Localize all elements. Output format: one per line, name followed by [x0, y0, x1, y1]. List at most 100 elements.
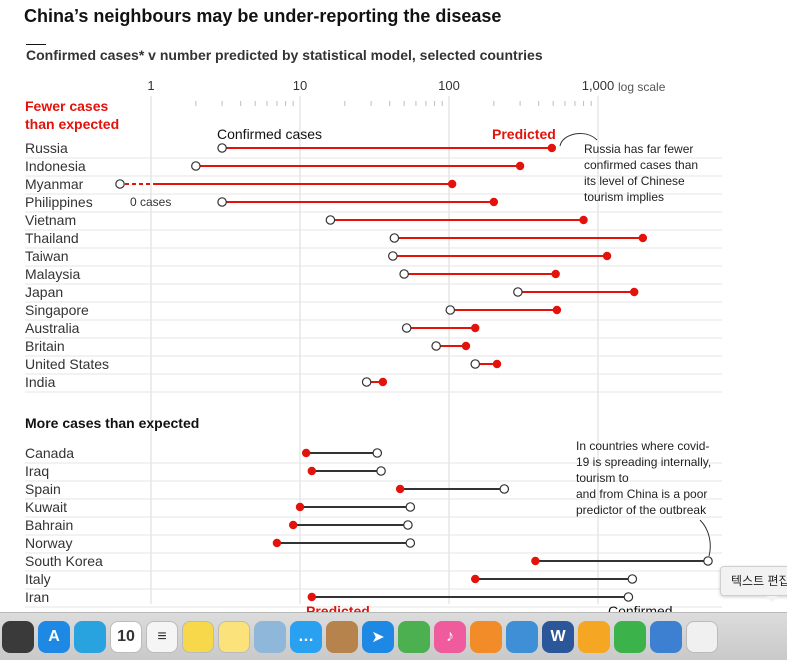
predicted-dot [579, 215, 588, 225]
country-label: Spain [25, 481, 61, 497]
messages-icon[interactable]: … [290, 620, 322, 653]
country-label: Italy [25, 571, 51, 587]
scale-label: log scale [618, 80, 666, 94]
x-tick-label: 100 [438, 78, 460, 93]
country-label: Bahrain [25, 517, 73, 533]
korea-annotation-leader [699, 519, 711, 557]
chart-area: China’s neighbours may be under-reportin… [24, 6, 722, 612]
confirmed-dot [217, 197, 227, 207]
contacts-icon[interactable] [326, 620, 358, 653]
confirmed-dot [623, 592, 634, 602]
country-label: Canada [25, 445, 74, 461]
confirmed-dot [191, 161, 201, 171]
predicted-dot [395, 484, 405, 494]
group-heading-more: More cases than expected [25, 415, 199, 431]
country-label: South Korea [25, 553, 103, 569]
safari-icon[interactable]: ➤ [362, 620, 394, 653]
confirmed-dot [513, 287, 523, 297]
russia-annotation-line: tourism implies [584, 190, 664, 204]
russia-annotation-line: confirmed cases than [584, 158, 698, 172]
country-label: Australia [25, 320, 80, 336]
country-label: Iran [25, 589, 49, 605]
textedit-icon[interactable] [686, 620, 718, 653]
country-label: United States [25, 356, 109, 372]
confirmed-dot [399, 269, 409, 279]
predicted-dot [515, 161, 525, 171]
korea-annotation-line: In countries where covid- [576, 439, 709, 453]
confirmed-dot [325, 215, 336, 225]
preview-icon[interactable] [254, 620, 286, 653]
notes-icon[interactable] [218, 620, 250, 653]
predicted-dot [531, 556, 540, 566]
x-tick-label: 1 [147, 78, 154, 93]
zero-cases-label: 0 cases [130, 195, 171, 209]
chrome-icon[interactable] [398, 620, 430, 653]
x-tick-label: 1,000 [582, 78, 615, 93]
korea-annotation-line: predictor of the outbreak [576, 503, 707, 517]
predicted-dot [461, 341, 471, 351]
confirmed-dot [376, 466, 386, 476]
predicted-dot [272, 538, 282, 548]
predicted-dot [307, 466, 316, 476]
country-label: Kuwait [25, 499, 67, 515]
predicted-dot [471, 323, 480, 333]
ibooks-icon[interactable] [470, 620, 502, 653]
numbers-icon[interactable] [614, 620, 646, 653]
word-icon[interactable]: W [542, 620, 574, 653]
predicted-dot [301, 448, 311, 458]
predicted-dot [638, 233, 648, 243]
country-label: Russia [25, 140, 68, 156]
confirmed-dot [445, 305, 456, 315]
text-edit-tooltip: 텍스트 편집 [720, 566, 787, 596]
confirmed-dot [389, 233, 400, 243]
country-label: Thailand [25, 230, 79, 246]
title-rule [26, 44, 46, 45]
confirmed-dot [217, 143, 227, 153]
confirmed-dot [372, 448, 383, 458]
russia-annotation-line: its level of Chinese [584, 174, 685, 188]
country-label: India [25, 374, 56, 390]
country-label: Philippines [25, 194, 93, 210]
bottom-label-predicted: Predicted [306, 603, 370, 612]
x-tick-label: 10 [293, 78, 307, 93]
pages-icon[interactable] [578, 620, 610, 653]
confirmed-dot [388, 251, 398, 261]
predicted-dot [447, 179, 457, 189]
dock: A 10 ≡ … ➤ ♪ W [0, 612, 787, 660]
group-heading-fewer-2: than expected [25, 116, 119, 132]
chart-subtitle: Confirmed cases* v number predicted by s… [26, 47, 543, 63]
predicted-dot [288, 520, 298, 530]
itunes-icon[interactable]: ♪ [434, 620, 466, 653]
predicted-dot [307, 592, 316, 602]
predicted-dot [378, 377, 388, 387]
russia-annotation-line: Russia has far fewer [584, 142, 693, 156]
blue-app-icon[interactable] [74, 620, 106, 653]
country-label: Indonesia [25, 158, 86, 174]
confirmed-dot [470, 359, 481, 369]
stickies-icon[interactable] [182, 620, 214, 653]
korean-app-icon[interactable] [506, 620, 538, 653]
confirmed-dot [401, 323, 412, 333]
country-label: Singapore [25, 302, 89, 318]
confirmed-dot [361, 377, 372, 387]
reminders-icon[interactable]: ≡ [146, 620, 178, 653]
country-label: Japan [25, 284, 63, 300]
predicted-dot [492, 359, 502, 369]
confirmed-dot [431, 341, 441, 351]
tooltip-arrow [766, 596, 778, 602]
dashboard-icon[interactable] [2, 620, 34, 653]
predicted-dot [602, 251, 612, 261]
confirmed-dot [405, 538, 416, 548]
predicted-dot [630, 287, 639, 297]
predicted-dot [295, 502, 305, 512]
chart-plot: 1 10 100 1,000 log scale Fewer cases than expe… [25, 78, 722, 612]
confirmed-dot [115, 179, 125, 189]
confirmed-dot [703, 556, 713, 566]
app-store-icon[interactable]: A [38, 620, 70, 653]
country-label: Taiwan [25, 248, 69, 264]
keynote-icon[interactable] [650, 620, 682, 653]
korea-annotation-line: 19 is spreading internally, [576, 455, 711, 469]
country-label: Norway [25, 535, 72, 551]
predicted-dot [471, 574, 480, 584]
calendar-icon[interactable]: 10 [110, 620, 142, 653]
